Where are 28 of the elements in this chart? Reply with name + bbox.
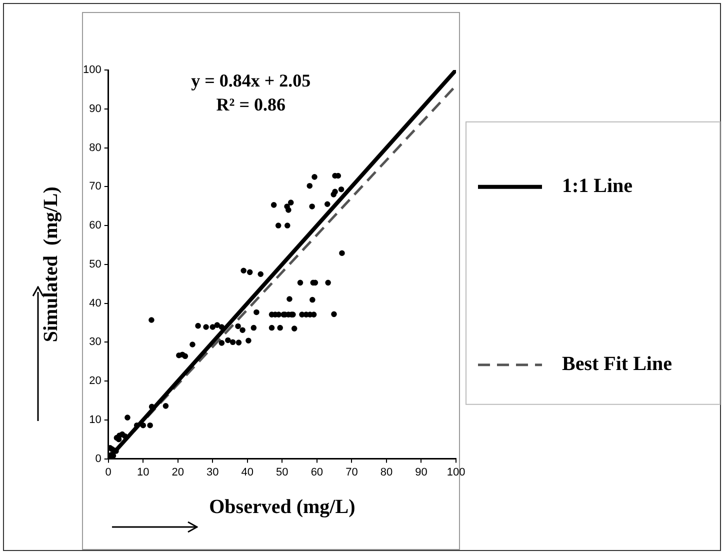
x-tick-label: 60 bbox=[310, 466, 324, 478]
y-tick-label: 30 bbox=[89, 336, 102, 348]
y-tick-label: 90 bbox=[89, 102, 102, 115]
annotation: R² = 0.86 bbox=[216, 94, 286, 115]
legend-label: Best Fit Line bbox=[562, 353, 672, 376]
x-tick-label: 90 bbox=[415, 466, 428, 478]
annotation: y = 0.84x + 2.05 bbox=[191, 70, 311, 91]
y-tick-label: 20 bbox=[89, 375, 102, 388]
x-tick-label: 80 bbox=[380, 466, 393, 478]
x-tick-label: 50 bbox=[276, 466, 288, 478]
y-tick-label: 60 bbox=[89, 220, 102, 232]
x-tick-label: 20 bbox=[172, 466, 184, 478]
legend-label: 1:1 Line bbox=[562, 175, 633, 198]
y-tick-label: 10 bbox=[89, 414, 102, 426]
x-tick-label: 40 bbox=[241, 466, 254, 478]
x-tick-label: 100 bbox=[446, 466, 466, 478]
y-tick-label: 70 bbox=[89, 180, 102, 193]
y-axis-title: Simulated (mg/L) bbox=[40, 186, 62, 342]
y-tick-label: 0 bbox=[95, 452, 102, 465]
x-tick-label: 70 bbox=[346, 466, 358, 478]
y-tick-label: 100 bbox=[82, 64, 102, 76]
x-tick-label: 0 bbox=[105, 466, 112, 478]
x-tick-label: 30 bbox=[206, 466, 219, 478]
x-tick-label: 10 bbox=[136, 466, 150, 478]
y-tick-label: 40 bbox=[89, 297, 102, 310]
x-axis-title: Observed (mg/L) bbox=[209, 496, 356, 518]
y-tick-label: 80 bbox=[89, 142, 102, 154]
y-tick-label: 50 bbox=[89, 258, 102, 270]
